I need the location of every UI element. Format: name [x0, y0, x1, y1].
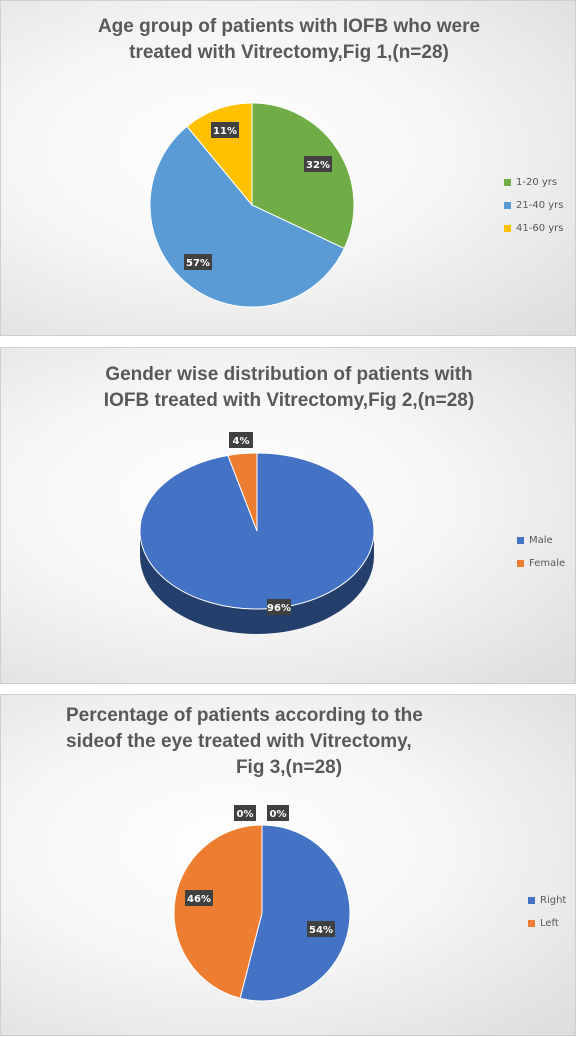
- data-label-text: 57%: [186, 258, 210, 269]
- pie-chart-3d: 96% 4%: [139, 432, 375, 634]
- chart-title: Age group of patients with IOFB who were…: [1, 14, 577, 66]
- chart-title-line: Gender wise distribution of patients wit…: [105, 364, 473, 385]
- data-label: 0%: [267, 805, 289, 821]
- chart-title-line: treated with Vitrectomy,Fig 1,(n=28): [129, 42, 449, 63]
- chart-title-line: Fig 3,(n=28): [235, 757, 343, 778]
- chart-panel-gender: Gender wise distribution of patients wit…: [0, 347, 576, 684]
- data-label: 0%: [234, 805, 256, 821]
- pie-slice-side-male: [140, 531, 374, 634]
- legend-swatch-left: [528, 920, 535, 927]
- chart-title: Gender wise distribution of patients wit…: [1, 362, 577, 414]
- data-label: 57%: [184, 254, 212, 270]
- chart-title-line: Age group of patients with IOFB who were: [97, 16, 481, 37]
- legend-label: 21-40 yrs: [516, 200, 564, 211]
- chart-legend: 1-20 yrs 21-40 yrs 41-60 yrs: [504, 171, 563, 240]
- data-label-box: [304, 156, 332, 172]
- data-label-text: 46%: [187, 894, 211, 905]
- legend-label: Left: [540, 918, 559, 929]
- legend-entry: Left: [528, 912, 566, 935]
- pie-slice-left: [173, 824, 263, 999]
- data-label: 54%: [307, 921, 335, 937]
- data-label-text: 0%: [237, 809, 254, 820]
- data-label: 11%: [211, 122, 239, 138]
- legend-label: Right: [540, 895, 567, 906]
- chart-panel-eye-side: Percentage of patients according to the …: [0, 694, 576, 1036]
- chart-title-line: Percentage of patients according to the: [66, 705, 423, 726]
- pie-slice-1-20: [251, 102, 355, 250]
- legend-entry: 1-20 yrs: [504, 171, 563, 194]
- legend-entry: Right: [528, 889, 566, 912]
- pie-slice-right: [239, 824, 351, 1002]
- legend-swatch-male: [517, 537, 524, 544]
- data-label-text: 11%: [213, 126, 237, 137]
- data-label: 46%: [185, 890, 213, 906]
- chart-panel-age-group: Age group of patients with IOFB who were…: [0, 0, 576, 336]
- legend-entry: 41-60 yrs: [504, 217, 563, 240]
- data-label: 4%: [229, 432, 253, 448]
- data-label-text: 0%: [270, 809, 287, 820]
- data-label-box: [307, 921, 335, 937]
- legend-entry: Female: [517, 552, 565, 575]
- pie-chart: 54% 46% 0% 0%: [173, 805, 351, 1002]
- legend-swatch-21-40: [504, 202, 511, 209]
- legend-swatch-female: [517, 560, 524, 567]
- data-label-box: [229, 432, 253, 448]
- pie-chart: 32% 57% 11%: [149, 102, 355, 308]
- chart-legend: Right Left: [528, 889, 566, 935]
- legend-label: 1-20 yrs: [516, 177, 558, 188]
- chart-title-line: sideof the eye treated with Vitrectomy,: [66, 731, 412, 752]
- data-label-box: [184, 254, 212, 270]
- data-label-box: [267, 599, 291, 615]
- data-label-box: [185, 890, 213, 906]
- legend-label: 41-60 yrs: [516, 223, 564, 234]
- data-label: 32%: [304, 156, 332, 172]
- data-label-box: [211, 122, 239, 138]
- chart-legend: Male Female: [517, 529, 565, 575]
- chart-title-line: IOFB treated with Vitrectomy,Fig 2,(n=28…: [103, 390, 475, 411]
- legend-label: Male: [529, 535, 553, 546]
- data-label-text: 54%: [309, 925, 333, 936]
- legend-swatch-1-20: [504, 179, 511, 186]
- legend-entry: 21-40 yrs: [504, 194, 563, 217]
- legend-swatch-right: [528, 897, 535, 904]
- data-label-box: [234, 805, 256, 821]
- chart-title: Percentage of patients according to the …: [1, 703, 577, 781]
- data-label-box: [267, 805, 289, 821]
- data-label: 96%: [267, 599, 291, 615]
- pie-slice-female: [227, 452, 258, 532]
- data-label-text: 32%: [306, 160, 330, 171]
- legend-swatch-41-60: [504, 225, 511, 232]
- legend-entry: Male: [517, 529, 565, 552]
- data-label-text: 4%: [233, 436, 250, 447]
- legend-label: Female: [529, 558, 566, 569]
- data-label-text: 96%: [267, 603, 291, 614]
